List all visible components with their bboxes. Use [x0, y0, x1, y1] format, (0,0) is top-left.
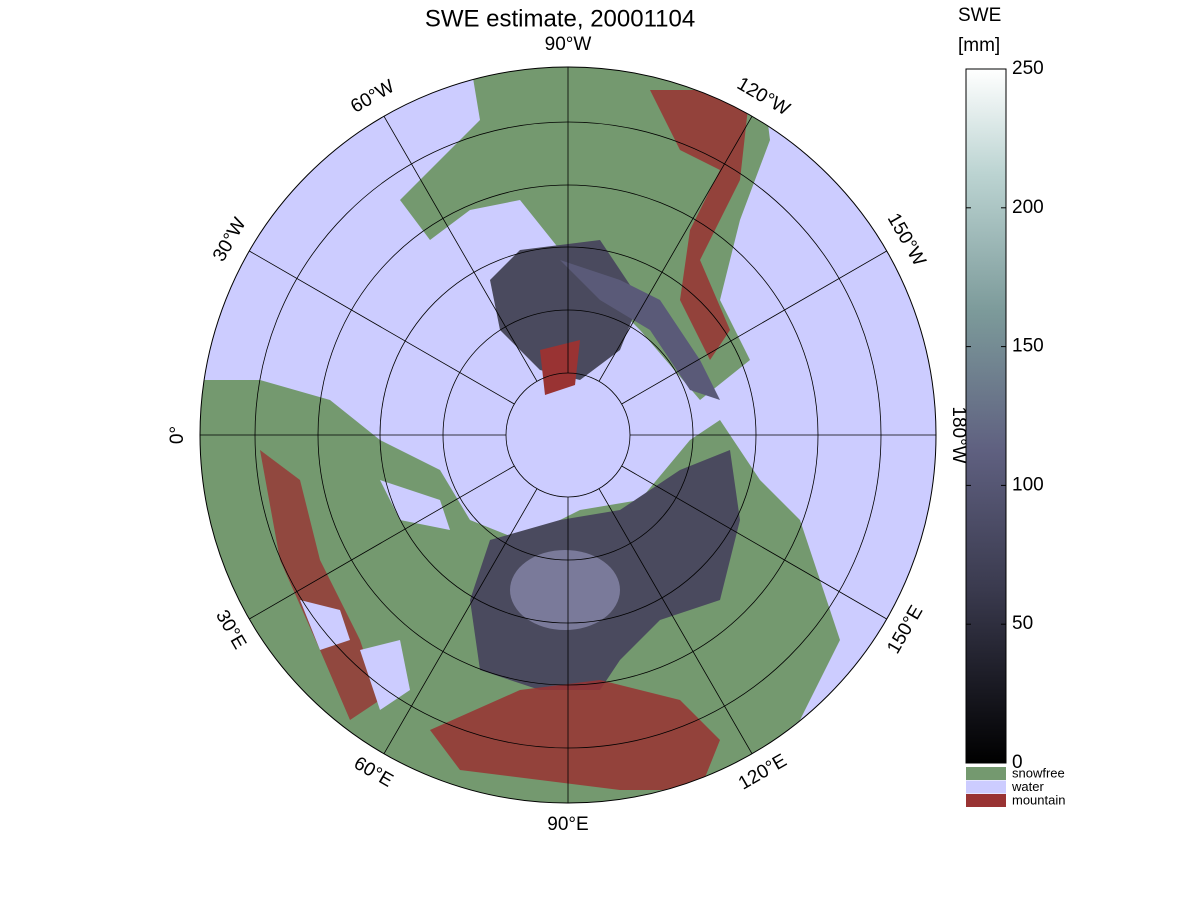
colorbar-tick-label: 150 — [1012, 336, 1044, 357]
longitude-label: 30°E — [211, 607, 250, 653]
legend-swatch — [966, 767, 1006, 780]
mountain — [430, 680, 720, 790]
graticule — [200, 67, 936, 803]
meridian — [249, 250, 515, 405]
colorbar-ticks: 0 50 100 150 200 250 — [966, 58, 1044, 773]
longitude-label: 30°W — [209, 214, 251, 265]
snow-cover — [510, 550, 620, 630]
meridian — [249, 465, 515, 620]
mountain — [260, 450, 380, 720]
map-title: SWE estimate, 20001104 — [425, 5, 695, 32]
colorbar-label: SWE — [958, 5, 1001, 26]
longitude-label: 180°W — [948, 406, 969, 463]
colorbar-tick-label: 200 — [1012, 197, 1044, 218]
meridian — [621, 250, 887, 405]
longitude-label: 60°W — [347, 76, 398, 118]
snow-cover — [560, 260, 720, 400]
legend-swatch — [966, 780, 1006, 794]
colorbar-tick-label: 50 — [1012, 613, 1033, 634]
water — [300, 600, 350, 650]
legend-swatch — [966, 794, 1006, 807]
water — [360, 640, 410, 710]
water — [380, 480, 450, 530]
colorbar-label: [mm] — [958, 35, 1000, 56]
meridian — [598, 116, 753, 382]
meridian — [383, 116, 538, 382]
meridian — [598, 488, 753, 754]
colorbar — [965, 68, 1007, 764]
map-disk — [200, 67, 936, 803]
mountain — [540, 340, 580, 395]
legend-label: snowfree — [1012, 765, 1065, 780]
legend-label: mountain — [1012, 792, 1065, 807]
mountain — [650, 90, 750, 360]
longitude-label: 60°E — [350, 753, 396, 792]
meridian — [383, 488, 538, 754]
colorbar-tick-label: 0 — [1012, 752, 1023, 773]
legend-label: water — [1011, 779, 1044, 794]
meridian — [621, 465, 887, 620]
colorbar-tick-label: 250 — [1012, 58, 1044, 79]
longitude-label: 90°W — [545, 34, 592, 55]
longitude-label: 0° — [167, 426, 188, 444]
longitude-label: 90°E — [547, 814, 588, 835]
map-border — [199, 66, 937, 804]
colorbar-tick-label: 100 — [1012, 474, 1044, 495]
